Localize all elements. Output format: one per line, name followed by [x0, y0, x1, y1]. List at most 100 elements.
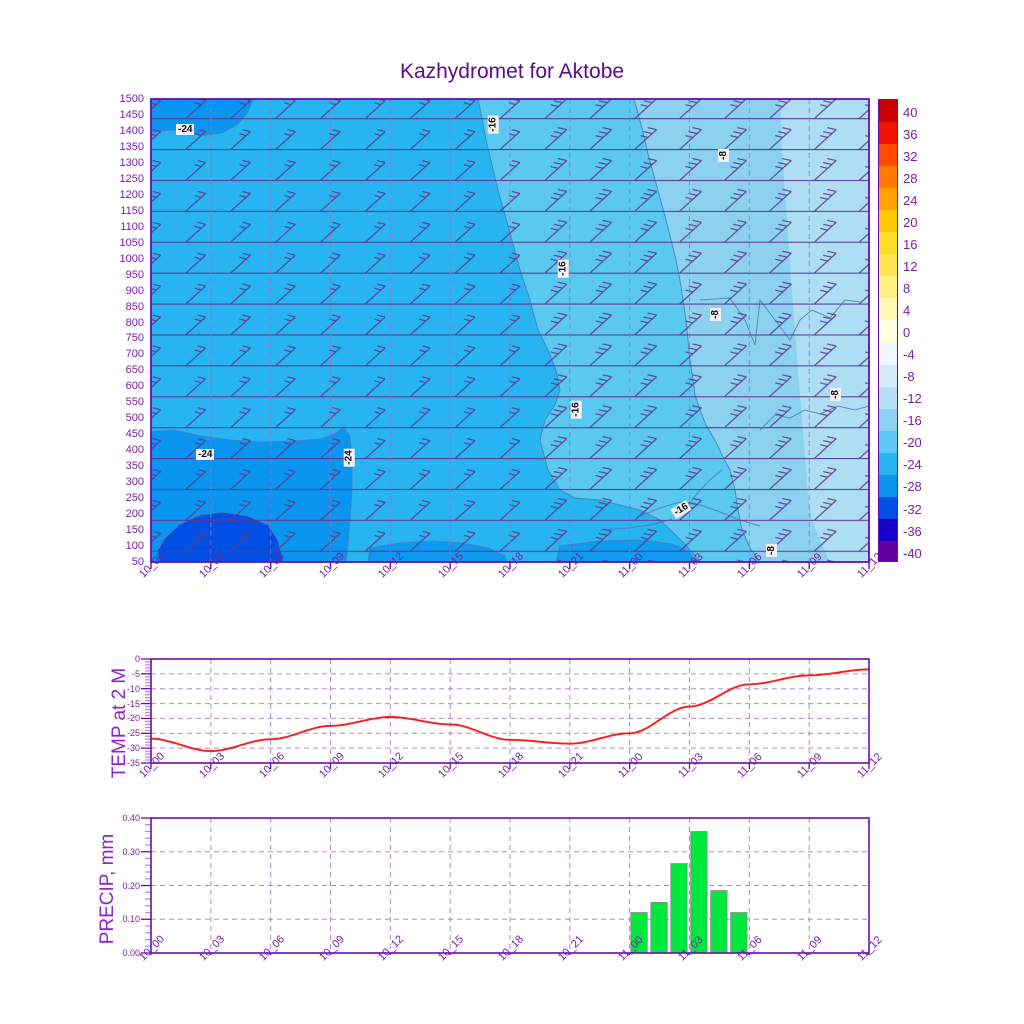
- temp-y-tick-label: -15: [126, 698, 140, 709]
- colorbar-tick-label: 4: [903, 303, 911, 319]
- colorbar-tick-label: 28: [903, 170, 918, 186]
- main-y-tick-label: 250: [125, 492, 144, 505]
- wind-barb-layer: [151, 99, 869, 562]
- colorbar-swatch: [879, 320, 897, 344]
- precip-bars: [630, 831, 748, 954]
- colorbar-tick-label: -28: [903, 479, 922, 495]
- precip-axis-ticks: [141, 817, 870, 955]
- main-y-tick-label: 750: [125, 332, 144, 345]
- main-y-tick-label: 850: [125, 300, 144, 313]
- colorbar-swatch: [879, 496, 897, 520]
- colorbar-tick-label: -16: [903, 413, 922, 429]
- precip-y-tick-label: 0.20: [122, 880, 140, 891]
- precip-y-tick-label: 0.00: [122, 948, 140, 958]
- contour-value-label: -8: [829, 388, 841, 401]
- main-y-tick-label: 1150: [120, 204, 144, 217]
- main-y-tick-label: 1200: [119, 188, 144, 201]
- temp-y-tick-label: -5: [131, 668, 140, 679]
- colorbar-swatch: [879, 452, 897, 476]
- contour-value-label: -16: [570, 400, 582, 419]
- precip-bar: [690, 831, 708, 954]
- colorbar-tick-label: -40: [903, 545, 922, 561]
- colorbar-swatch: [879, 232, 897, 255]
- main-y-tick-label: 150: [125, 524, 144, 537]
- main-y-tick-label: 350: [125, 460, 144, 473]
- colorbar-gradient: [878, 99, 898, 562]
- main-y-tick-label: 1250: [119, 172, 144, 185]
- colorbar-tick-label: -20: [903, 435, 922, 451]
- colorbar-tick-label: 8: [903, 281, 911, 297]
- temp-y-tick-label: -10: [126, 683, 140, 694]
- colorbar-tick-label: 0: [903, 325, 911, 341]
- temp-plot: [141, 658, 870, 769]
- precip-gridlines: [151, 818, 869, 953]
- main-y-tick-label: 950: [125, 268, 144, 281]
- colorbar-tick-label: 24: [903, 192, 918, 208]
- main-panel-frame: [150, 98, 870, 563]
- main-y-tick-label: 800: [125, 316, 144, 329]
- contour-value-label: -8: [709, 308, 721, 321]
- temp-y-tick-label: -35: [126, 758, 140, 768]
- cross-section-plot: [150, 98, 870, 569]
- colorbar-swatch: [879, 188, 897, 211]
- colorbar-swatch: [879, 210, 897, 233]
- main-y-tick-label: 600: [125, 380, 144, 393]
- colorbar-swatch: [879, 298, 897, 322]
- main-y-tick-label: 1450: [119, 108, 144, 121]
- colorbar-tick-label: 32: [903, 148, 918, 164]
- main-y-tick-label: 1000: [119, 252, 144, 265]
- temp-y-tick-label: -30: [126, 743, 140, 754]
- page-title: Kazhydromet for Aktobe: [399, 60, 625, 83]
- main-y-tick-label: 550: [125, 396, 144, 409]
- precip-panel-frame: [150, 817, 870, 954]
- colorbar-swatch: [879, 166, 897, 189]
- contour-value-label: -16: [487, 115, 499, 134]
- main-y-tick-label: 300: [125, 476, 144, 489]
- colorbar-tick-label: 12: [903, 259, 918, 274]
- contour-value-label: -8: [765, 544, 777, 557]
- main-axis-ticks: [150, 562, 870, 569]
- main-y-tick-label: 1050: [119, 236, 144, 249]
- temp-panel-frame: [150, 658, 870, 764]
- colorbar-swatch: [879, 430, 897, 454]
- colorbar-tick-label: -8: [903, 369, 915, 385]
- precip-bar: [650, 901, 668, 954]
- colorbar-tick-label: 36: [903, 126, 918, 142]
- contour-value-label: -24: [343, 448, 355, 467]
- precip-plot: [141, 817, 870, 955]
- colorbar-tick-label: -36: [903, 523, 922, 539]
- precip-y-tick-label: 0.40: [122, 813, 140, 823]
- colorbar-swatch: [879, 540, 897, 561]
- colorbar-swatch: [879, 122, 897, 145]
- main-y-tick-label: 200: [125, 508, 144, 521]
- colorbar-tick-label: -32: [903, 501, 922, 517]
- temp-y-tick-label: -25: [126, 728, 140, 739]
- contour-value-label: -8: [717, 149, 729, 162]
- temp-gridlines: [151, 659, 869, 763]
- precip-axis-title: PRECIP, mm: [97, 833, 118, 945]
- colorbar-swatch: [879, 408, 897, 432]
- main-y-tick-label: 450: [125, 428, 144, 441]
- colorbar-swatch: [879, 100, 897, 123]
- contour-value-label: -16: [557, 259, 569, 278]
- colorbar-tick-label: -24: [903, 457, 922, 473]
- colorbar-swatch: [879, 474, 897, 498]
- colorbar-swatch: [879, 342, 897, 366]
- colorbar-tick-label: -4: [903, 347, 915, 363]
- main-y-tick-label: 1100: [120, 220, 144, 233]
- colorbar-tick-label: 40: [903, 104, 918, 120]
- main-y-tick-label: 1300: [119, 156, 144, 169]
- colorbar-tick-label: 20: [903, 214, 918, 230]
- precip-y-tick-label: 0.10: [122, 914, 140, 925]
- temp-y-tick-label: 0: [134, 654, 140, 664]
- main-y-tick-label: 1400: [119, 124, 144, 137]
- colorbar-swatch: [879, 276, 897, 300]
- temp-y-tick-label: -20: [126, 713, 140, 724]
- main-y-tick-label: 1350: [119, 140, 144, 153]
- main-y-tick-label: 900: [125, 284, 144, 297]
- main-y-tick-label: 650: [125, 364, 144, 377]
- precip-bar: [710, 890, 728, 954]
- contour-value-label: -24: [196, 449, 215, 460]
- colorbar-tick-label: -12: [903, 391, 922, 407]
